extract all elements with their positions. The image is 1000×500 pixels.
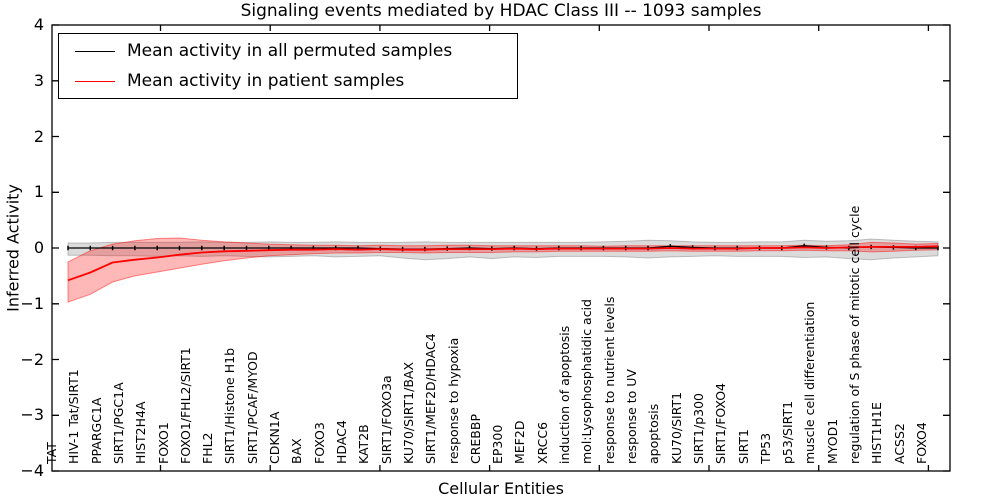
x-category-label: ACSS2 — [891, 423, 907, 464]
y-axis-ticks — [52, 24, 950, 472]
x-category-label: KU70/SIRT1 — [668, 391, 684, 464]
legend-item-permuted: Mean activity in all permuted samples — [59, 36, 517, 66]
x-category-label: HIV-1 Tat/SIRT1 — [66, 369, 82, 464]
legend-label-permuted: Mean activity in all permuted samples — [127, 41, 453, 61]
x-category-label: HIST1H1E — [869, 402, 885, 464]
y-tick-label: −2 — [20, 349, 44, 369]
x-category-label: apoptosis — [646, 403, 662, 464]
y-tick-label: 4 — [33, 15, 44, 34]
x-category-label: CDKN1A — [267, 411, 283, 464]
x-category-label: MEF2D — [512, 420, 528, 464]
x-category-label: SIRT1 — [735, 429, 751, 464]
x-category-label: SIRT1/Histone H1b — [222, 347, 238, 464]
y-tick-label: −1 — [20, 293, 44, 313]
y-tick-label: 1 — [33, 182, 44, 202]
x-category-label: FOXO1/FHL2/SIRT1 — [177, 347, 193, 464]
y-tick-label: 2 — [33, 126, 44, 146]
x-category-label: response to hypoxia — [445, 337, 461, 464]
legend-black-line-sample — [75, 50, 115, 52]
x-category-label: KAT2B — [356, 424, 372, 464]
x-category-label: KU70/SIRT1/BAX — [400, 361, 416, 464]
legend: Mean activity in all permuted samples Me… — [58, 33, 518, 99]
x-category-label: CREBBP — [467, 414, 483, 464]
x-category-label: FHL2 — [200, 432, 216, 464]
x-category-label: SIRT1/p300 — [690, 393, 706, 464]
x-category-label: SIRT1/FOXO3a — [378, 375, 394, 464]
x-category-label: FOXO3 — [311, 422, 327, 464]
x-category-label: SIRT1/MEF2D/HDAC4 — [423, 333, 439, 464]
patient-mean-line — [67, 245, 939, 282]
x-category-label: MYOD1 — [824, 418, 840, 464]
legend-red-line-sample — [75, 80, 115, 82]
x-category-label: TAT — [44, 442, 59, 464]
chart-title: Signaling events mediated by HDAC Class … — [240, 1, 762, 21]
x-category-label: SIRT1/PGC1A — [110, 382, 126, 464]
x-category-label: HIST2H4A — [133, 401, 149, 464]
x-category-label: PPARGC1A — [88, 397, 104, 464]
x-category-label: SIRT1/FOXO4 — [713, 383, 729, 464]
x-category-label: p53/SIRT1 — [780, 400, 796, 464]
x-category-label: XRCC6 — [534, 421, 550, 464]
x-category-label: induction of apoptosis — [557, 325, 573, 464]
x-category-label: FOXO1 — [155, 422, 171, 464]
x-axis-ticks — [159, 25, 930, 471]
x-category-label: FOXO4 — [914, 422, 929, 464]
y-tick-label: −4 — [20, 461, 44, 480]
legend-label-patient: Mean activity in patient samples — [127, 71, 405, 91]
x-category-label: response to UV — [624, 369, 639, 464]
x-category-label: BAX — [289, 438, 305, 464]
x-category-label: muscle cell differentiation — [802, 301, 818, 464]
x-category-label: mol:Lysophosphatidic acid — [579, 299, 595, 464]
legend-item-patient: Mean activity in patient samples — [59, 66, 517, 96]
x-category-label: TP53 — [757, 432, 773, 464]
x-category-label: EP300 — [490, 424, 506, 464]
x-category-label: regulation of S phase of mitotic cell cy… — [847, 205, 863, 464]
x-category-label: SIRT1/PCAF/MYOD — [244, 351, 260, 464]
y-tick-label: −3 — [20, 405, 44, 425]
x-category-label: HDAC4 — [334, 420, 349, 464]
x-axis-label: Cellular Entities — [438, 479, 564, 498]
x-category-label: response to nutrient levels — [601, 296, 617, 464]
y-tick-label: 3 — [33, 70, 44, 90]
y-tick-label: 0 — [33, 238, 44, 257]
